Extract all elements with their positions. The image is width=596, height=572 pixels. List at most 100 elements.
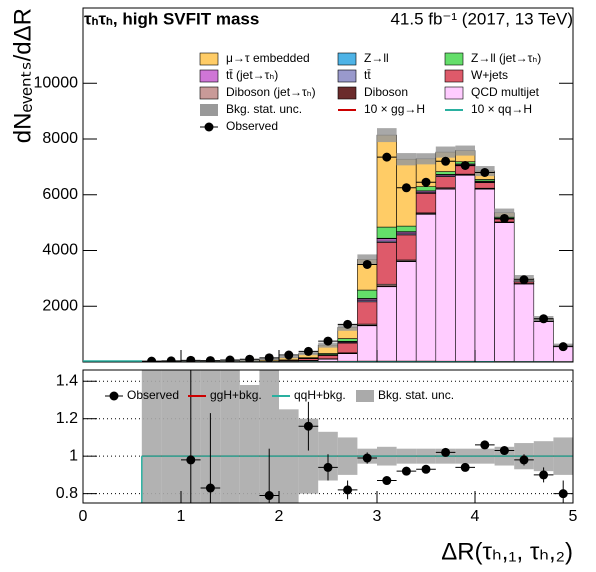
stat-unc xyxy=(455,145,475,156)
legend-swatch xyxy=(199,52,219,66)
stack-bar xyxy=(435,188,456,362)
ratio-point xyxy=(382,476,392,486)
legend-label: Bkg. stat. unc. xyxy=(378,388,454,402)
y-axis-label: dNₑᵥₑₙₜₛ/dΔR xyxy=(9,8,36,143)
y-tick-label: 1.2 xyxy=(56,410,78,427)
x-tick-label: 4 xyxy=(471,508,480,525)
y-tick-label: 1.4 xyxy=(56,372,78,389)
stack-bar xyxy=(357,325,378,362)
stack-bar xyxy=(435,176,456,189)
upper-frame xyxy=(82,7,574,363)
legend-swatch xyxy=(199,86,219,100)
stack-bar xyxy=(357,301,378,325)
legend-label: Z→ll (jet→τₕ) xyxy=(471,51,541,65)
legend-label: W+jets xyxy=(471,68,508,82)
ratio-point xyxy=(539,470,549,480)
ratio-point xyxy=(421,464,431,474)
observed-point xyxy=(323,336,333,346)
legend-label: ggH+bkg. xyxy=(210,388,262,402)
upper-plot xyxy=(141,128,573,362)
x-tick-label: 3 xyxy=(373,508,382,525)
stat-unc xyxy=(357,254,377,265)
y-tick-label: 10000 xyxy=(34,74,79,91)
observed-point xyxy=(205,356,215,362)
stack-bar xyxy=(376,238,397,242)
legend-label: qqH+bkg. xyxy=(294,388,346,402)
stack-bar xyxy=(435,171,456,175)
stack-bar xyxy=(415,213,437,362)
observed-point xyxy=(421,177,431,187)
stack-bar xyxy=(494,222,515,362)
legend-label: μ→τ embedded xyxy=(226,51,310,65)
legend-label: Z→ll xyxy=(364,51,389,65)
stack-bar xyxy=(337,338,358,342)
y-tick-label: 2000 xyxy=(42,297,78,314)
observed-point xyxy=(558,342,568,352)
stack-bar xyxy=(396,225,417,232)
x-tick-label: 2 xyxy=(275,508,284,525)
stack-bar xyxy=(474,188,495,362)
observed-point xyxy=(539,314,549,324)
ratio-point xyxy=(558,489,568,499)
observed-point xyxy=(460,160,470,170)
axes: 2000 4000 6000 8000 10000 μ→τ embedded Z→ll Z→l… xyxy=(34,51,578,525)
observed-point xyxy=(186,355,196,362)
x-tick-label: 0 xyxy=(79,508,88,525)
stack-bar xyxy=(474,182,495,189)
stack-bar xyxy=(513,283,535,362)
legend-swatch xyxy=(109,391,119,401)
stack-bar xyxy=(337,353,358,362)
stack-bar xyxy=(396,234,417,261)
stat-unc xyxy=(494,208,515,217)
observed-point xyxy=(362,259,372,269)
legend-label: Diboson xyxy=(364,85,408,99)
observed-point xyxy=(225,355,235,362)
stat-unc xyxy=(377,128,397,143)
observed-point xyxy=(519,275,529,285)
ratio-point xyxy=(323,462,333,472)
ratio-point xyxy=(460,462,470,472)
observed-point xyxy=(147,356,157,362)
stack-bar xyxy=(376,286,397,362)
legend-label: 10 × gg→H xyxy=(364,102,425,116)
stack-bar xyxy=(376,242,397,285)
y-tick-label: 6000 xyxy=(42,186,78,203)
ratio-point xyxy=(343,485,353,495)
ratio-point xyxy=(264,491,274,501)
legend-label: Diboson (jet→τₕ) xyxy=(226,85,316,99)
legend-label: QCD multijet xyxy=(471,85,540,99)
legend-swatch xyxy=(356,390,374,402)
stack-bar xyxy=(376,134,397,228)
legend-label: Observed xyxy=(127,388,179,402)
ratio-point xyxy=(303,421,313,431)
stack-bar xyxy=(376,226,397,239)
legend-label: 10 × qq→H xyxy=(471,102,532,116)
ratio-point xyxy=(441,447,451,457)
stat-unc-band xyxy=(220,370,240,503)
legend-swatch xyxy=(337,86,357,100)
subtitle: 41.5 fb⁻¹ (2017, 13 TeV) xyxy=(390,9,573,28)
observed-point xyxy=(480,167,490,177)
legend-label: tt̄ (jet→τₕ) xyxy=(226,68,278,82)
observed-point xyxy=(303,346,313,356)
stat-unc xyxy=(396,153,417,166)
lower-frame xyxy=(82,369,574,504)
legend-swatch xyxy=(444,69,464,83)
lower-plot xyxy=(83,370,573,503)
y-tick-label: 1 xyxy=(69,447,78,464)
legend-swatch xyxy=(337,52,357,66)
ratio-point xyxy=(401,466,411,476)
observed-point xyxy=(441,156,451,166)
stat-unc-band xyxy=(141,370,162,503)
stat-unc-band xyxy=(259,370,279,503)
stack-bar xyxy=(396,261,417,362)
stat-unc xyxy=(416,153,436,165)
observed-point xyxy=(343,319,353,329)
legend-swatch xyxy=(337,69,357,83)
legend-label: Bkg. stat. unc. xyxy=(226,102,302,116)
observed-point xyxy=(166,356,176,362)
observed-point xyxy=(245,354,255,362)
observed-point xyxy=(401,183,411,193)
stack-bar xyxy=(415,186,437,192)
